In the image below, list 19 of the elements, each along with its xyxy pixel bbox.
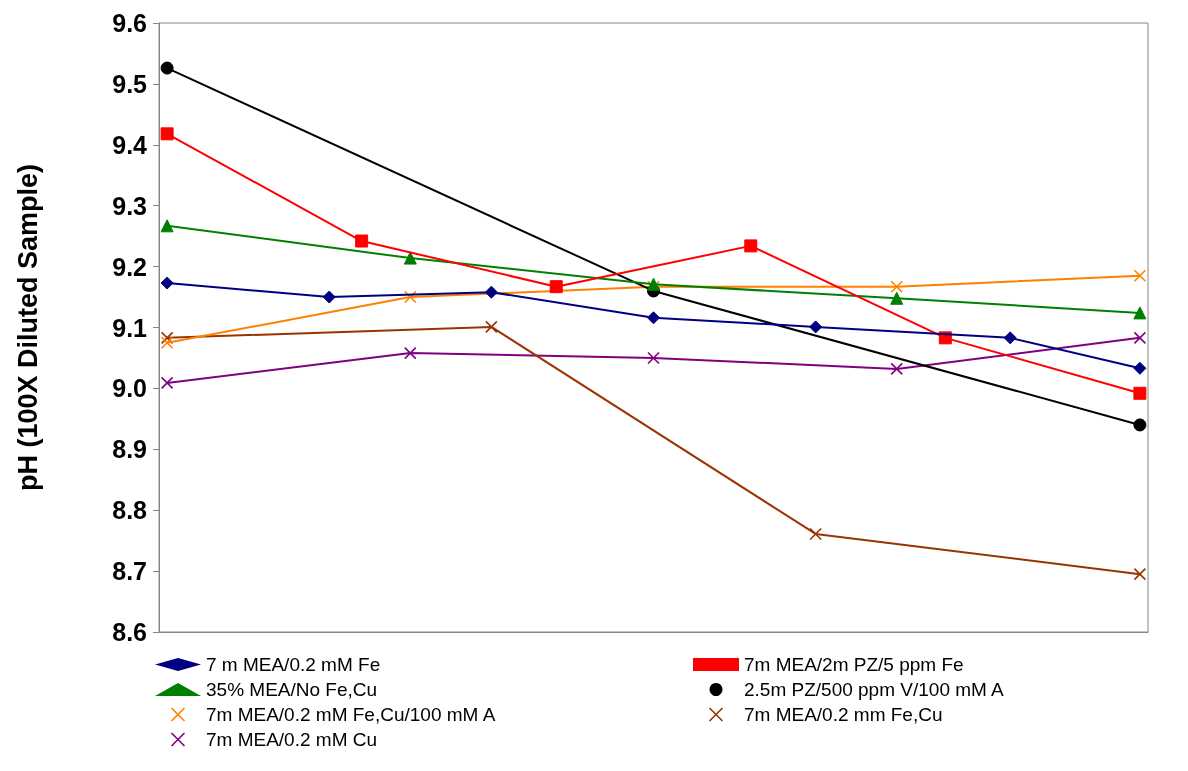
legend-label: 7m MEA/0.2 mM Cu	[206, 729, 378, 750]
y-tick-label: 8.9	[112, 435, 147, 464]
legend-label: 7m MEA/0.2 mm Fe,Cu	[744, 704, 943, 725]
legend-label: 35% MEA/No Fe,Cu	[206, 679, 378, 700]
y-tick-label: 9.3	[112, 191, 147, 220]
legend-label: 7m MEA/0.2 mM Fe,Cu/100 mM A	[206, 704, 496, 725]
legend-label: 7 m MEA/0.2 mM Fe	[206, 654, 381, 675]
legend-label: 2.5m PZ/500 ppm V/100 mM A	[744, 679, 1005, 700]
y-tick-label: 8.8	[112, 496, 148, 525]
y-tick-label: 9.0	[112, 374, 147, 403]
y-tick-label: 8.6	[112, 618, 147, 646]
y-tick-label: 9.6	[112, 9, 147, 37]
y-tick-label: 9.5	[112, 69, 148, 98]
y-axis-title: pH (100X Diluted Sample)	[12, 163, 43, 492]
y-tick-label: 9.4	[112, 130, 148, 159]
legend-label: 7m MEA/2m PZ/5 ppm Fe	[744, 654, 964, 675]
y-tick-label: 9.2	[112, 252, 147, 281]
y-tick-label: 8.7	[112, 557, 147, 586]
y-tick-label: 9.1	[112, 313, 148, 342]
